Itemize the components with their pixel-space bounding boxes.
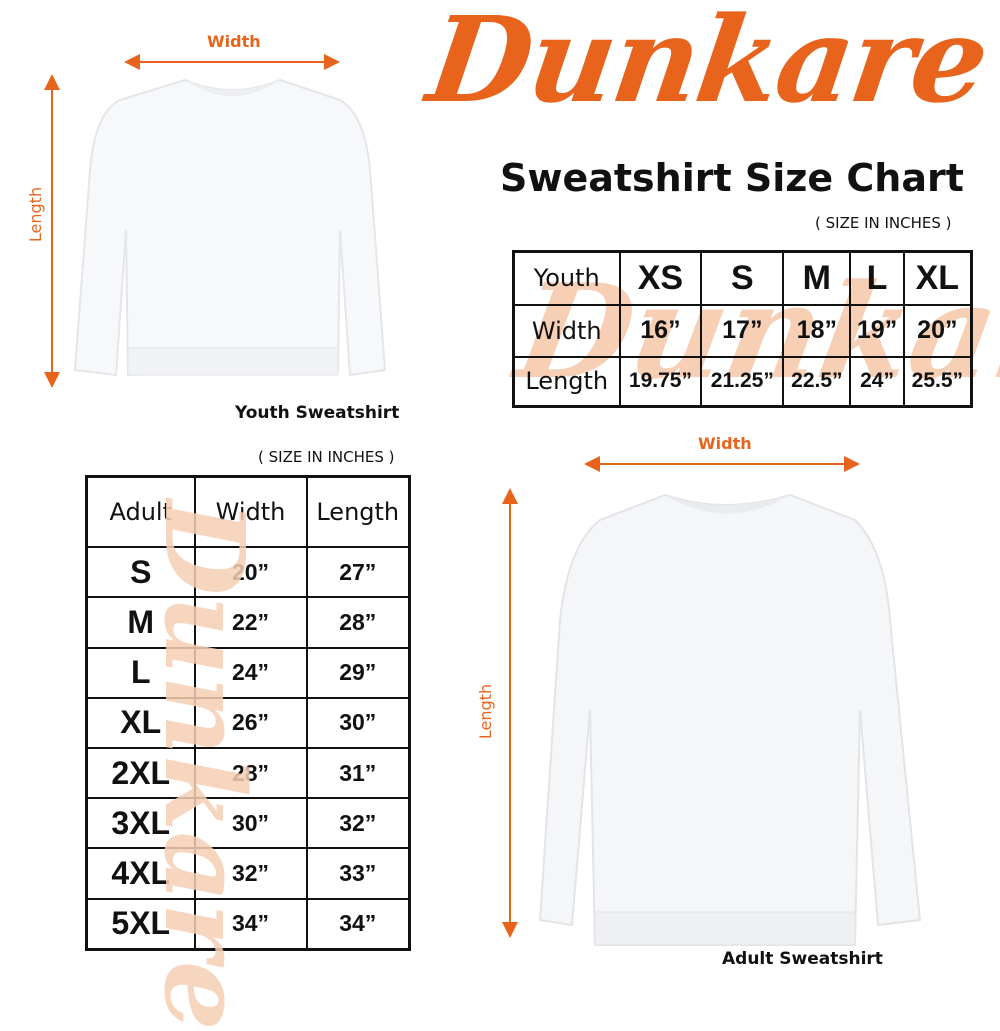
size-label: 5XL [85, 897, 196, 951]
cell: 33” [305, 847, 411, 900]
adult-length-label: Length [476, 683, 496, 740]
cell: 21.25” [700, 355, 785, 408]
table-row: 2XL 28” 31” [85, 747, 411, 800]
cell: 26” [193, 696, 308, 750]
youth-length-label: Length [26, 186, 46, 243]
table-row: 4XL 32” 33” [85, 847, 411, 900]
adult-size-table: Adult Width Length S 20” 27” M 22” 28” L 24” 29”… [85, 475, 411, 951]
youth-sweatshirt-icon [73, 78, 387, 377]
size-label: 3XL [85, 797, 196, 850]
cell: 31” [305, 747, 411, 800]
youth-caption: Youth Sweatshirt [235, 403, 400, 423]
table-row: L 24” 29” [85, 646, 411, 699]
youth-units-note: ( SIZE IN INCHES ) [815, 214, 952, 232]
brand-logo: Dunkare [420, 0, 996, 129]
cell: 20” [902, 303, 973, 358]
table-row: XL 26” 30” [85, 696, 411, 750]
page-title: Sweatshirt Size Chart [500, 156, 964, 200]
size-label: 4XL [85, 847, 196, 900]
table-row: Adult Width Length [85, 475, 411, 549]
size-label: S [85, 546, 196, 599]
header-cell: L [849, 250, 905, 306]
cell: 30” [305, 696, 411, 750]
table-row: 5XL 34” 34” [85, 897, 411, 951]
cell: 27” [305, 546, 411, 599]
row-label: Width [512, 303, 621, 358]
cell: 34” [193, 897, 308, 951]
header-cell: S [700, 250, 785, 306]
row-label: Length [512, 355, 621, 408]
cell: 19.75” [618, 355, 703, 408]
cell: 29” [305, 646, 411, 699]
cell: 24” [193, 646, 308, 699]
cell: 20” [193, 546, 308, 599]
size-label: 2XL [85, 747, 196, 800]
cell: 32” [305, 797, 411, 850]
header-cell: XL [902, 250, 973, 306]
size-label: L [85, 646, 196, 699]
cell: 16” [618, 303, 703, 358]
table-row: S 20” 27” [85, 546, 411, 599]
cell: 22.5” [782, 355, 852, 408]
size-label: XL [85, 696, 196, 750]
cell: 19” [849, 303, 905, 358]
adult-sweatshirt-icon [538, 493, 922, 946]
cell: 28” [305, 596, 411, 649]
size-label: M [85, 596, 196, 649]
cell: 24” [849, 355, 905, 408]
table-row: Youth XS S M L XL [512, 250, 973, 306]
cell: 25.5” [902, 355, 973, 408]
header-cell: Width [193, 475, 308, 549]
table-row: Width 16” 17” 18” 19” 20” [512, 303, 973, 358]
header-cell: Adult [85, 475, 196, 549]
adult-units-note: ( SIZE IN INCHES ) [258, 448, 395, 466]
cell: 22” [193, 596, 308, 649]
header-cell: Length [305, 475, 411, 549]
adult-caption: Adult Sweatshirt [722, 949, 883, 969]
cell: 28” [193, 747, 308, 800]
header-cell: XS [618, 250, 703, 306]
youth-sweatshirt-diagram [44, 54, 387, 388]
table-row: M 22” 28” [85, 596, 411, 649]
cell: 18” [782, 303, 852, 358]
adult-width-label: Width [698, 434, 752, 453]
table-row: 3XL 30” 32” [85, 797, 411, 850]
cell: 34” [305, 897, 411, 951]
cell: 32” [193, 847, 308, 900]
header-cell: M [782, 250, 852, 306]
youth-size-table: Youth XS S M L XL Width 16” 17” 18” 19” … [512, 250, 973, 408]
adult-sweatshirt-diagram [502, 456, 922, 946]
header-cell: Youth [512, 250, 621, 306]
table-row: Length 19.75” 21.25” 22.5” 24” 25.5” [512, 355, 973, 408]
cell: 17” [700, 303, 785, 358]
cell: 30” [193, 797, 308, 850]
youth-width-label: Width [207, 32, 261, 51]
